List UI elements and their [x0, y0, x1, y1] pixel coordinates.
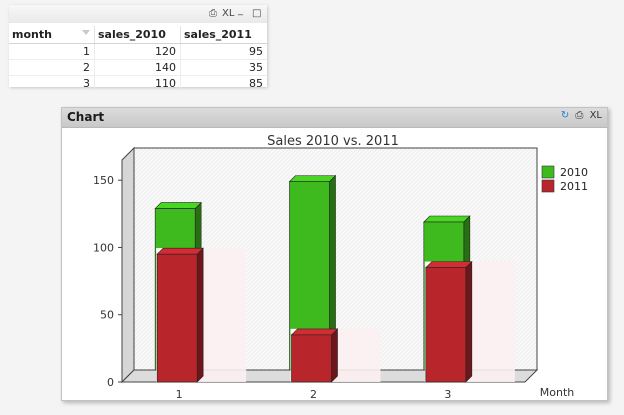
bar-2011-3[interactable] — [425, 267, 467, 383]
chart-caption-icons: ↻ ⎙ XL — [558, 110, 602, 121]
bar-side-2011 — [331, 328, 338, 383]
xl-export-icon[interactable]: XL — [222, 8, 235, 19]
legend-swatch-2010[interactable] — [541, 165, 555, 179]
x-tick-label: 3 — [444, 388, 451, 400]
minimize-icon[interactable]: _ — [238, 5, 243, 16]
print-icon[interactable]: ⎙ — [575, 110, 584, 121]
x-tick-label: 1 — [176, 388, 183, 400]
cell-sales-2010: 120 — [95, 44, 181, 59]
x-axis-label: Month — [540, 386, 575, 399]
xl-export-icon[interactable]: XL — [589, 110, 602, 121]
bar-side-2011 — [465, 260, 473, 383]
table-row[interactable]: 3 110 85 — [9, 76, 267, 91]
chart-window[interactable]: Chart ↻ ⎙ XL Sales 2010 vs. 2011 0 50 100 1… — [61, 107, 608, 401]
cell-month: 1 — [9, 44, 95, 59]
bar-top-2011 — [290, 328, 339, 336]
table-caption-bar: ⎙ XL _ □ — [9, 5, 267, 23]
cell-month: 2 — [9, 60, 95, 75]
cell-sales-2011: 95 — [249, 45, 263, 58]
table-header-row: month sales_2010 sales_2011 — [9, 26, 267, 44]
cell-month: 3 — [9, 76, 95, 91]
bar-top-2010 — [154, 202, 202, 209]
legend-label: 2011 — [560, 180, 588, 193]
refresh-icon[interactable]: ↻ — [560, 110, 570, 121]
cell-sales-2010: 140 — [95, 60, 181, 75]
cell-sales-2011: 35 — [249, 61, 263, 74]
legend-label: 2010 — [560, 166, 588, 179]
column-header-month[interactable]: month — [9, 26, 95, 43]
cell-sales-2010: 110 — [95, 76, 181, 91]
bar-top-2011 — [425, 261, 473, 268]
table-row[interactable]: 1 120 95 — [9, 44, 267, 60]
column-header-label: month — [12, 28, 52, 41]
print-icon[interactable]: ⎙ — [209, 8, 217, 19]
x-tick-label: 2 — [310, 388, 317, 400]
bar-2011-2[interactable] — [291, 334, 332, 383]
bar-top-2011 — [156, 247, 204, 255]
chart-title: Sales 2010 vs. 2011 — [267, 134, 399, 149]
maximize-icon[interactable]: □ — [252, 8, 262, 19]
bar-2011-1[interactable] — [156, 253, 198, 383]
y-tick-label: 50 — [100, 309, 114, 322]
cell-sales-2011: 85 — [249, 77, 263, 90]
column-header-sales-2011[interactable]: sales_2011 — [184, 28, 252, 41]
chart-window-title: Chart — [67, 110, 105, 124]
sort-arrow-icon[interactable] — [82, 30, 90, 35]
y-tick-label: 0 — [107, 376, 114, 389]
y-tick-label: 100 — [93, 241, 114, 254]
bar-top-2010 — [423, 215, 471, 223]
table-row[interactable]: 2 140 35 — [9, 60, 267, 76]
bar-side-2011 — [196, 247, 204, 383]
column-header-sales-2010[interactable]: sales_2010 — [95, 26, 181, 43]
y-tick-label: 150 — [93, 174, 114, 187]
bar-chart[interactable]: Sales 2010 vs. 2011 0 50 100 150 1 2 3 Month 201… — [62, 108, 607, 400]
sales-table: ⎙ XL _ □ month sales_2010 sales_2011 1 1… — [9, 5, 267, 91]
bar-top-2010 — [288, 175, 337, 182]
legend-swatch-2011[interactable] — [541, 179, 555, 193]
chart-caption-bar[interactable]: Chart ↻ ⎙ XL — [62, 108, 607, 128]
plot-side-wall — [121, 146, 135, 384]
